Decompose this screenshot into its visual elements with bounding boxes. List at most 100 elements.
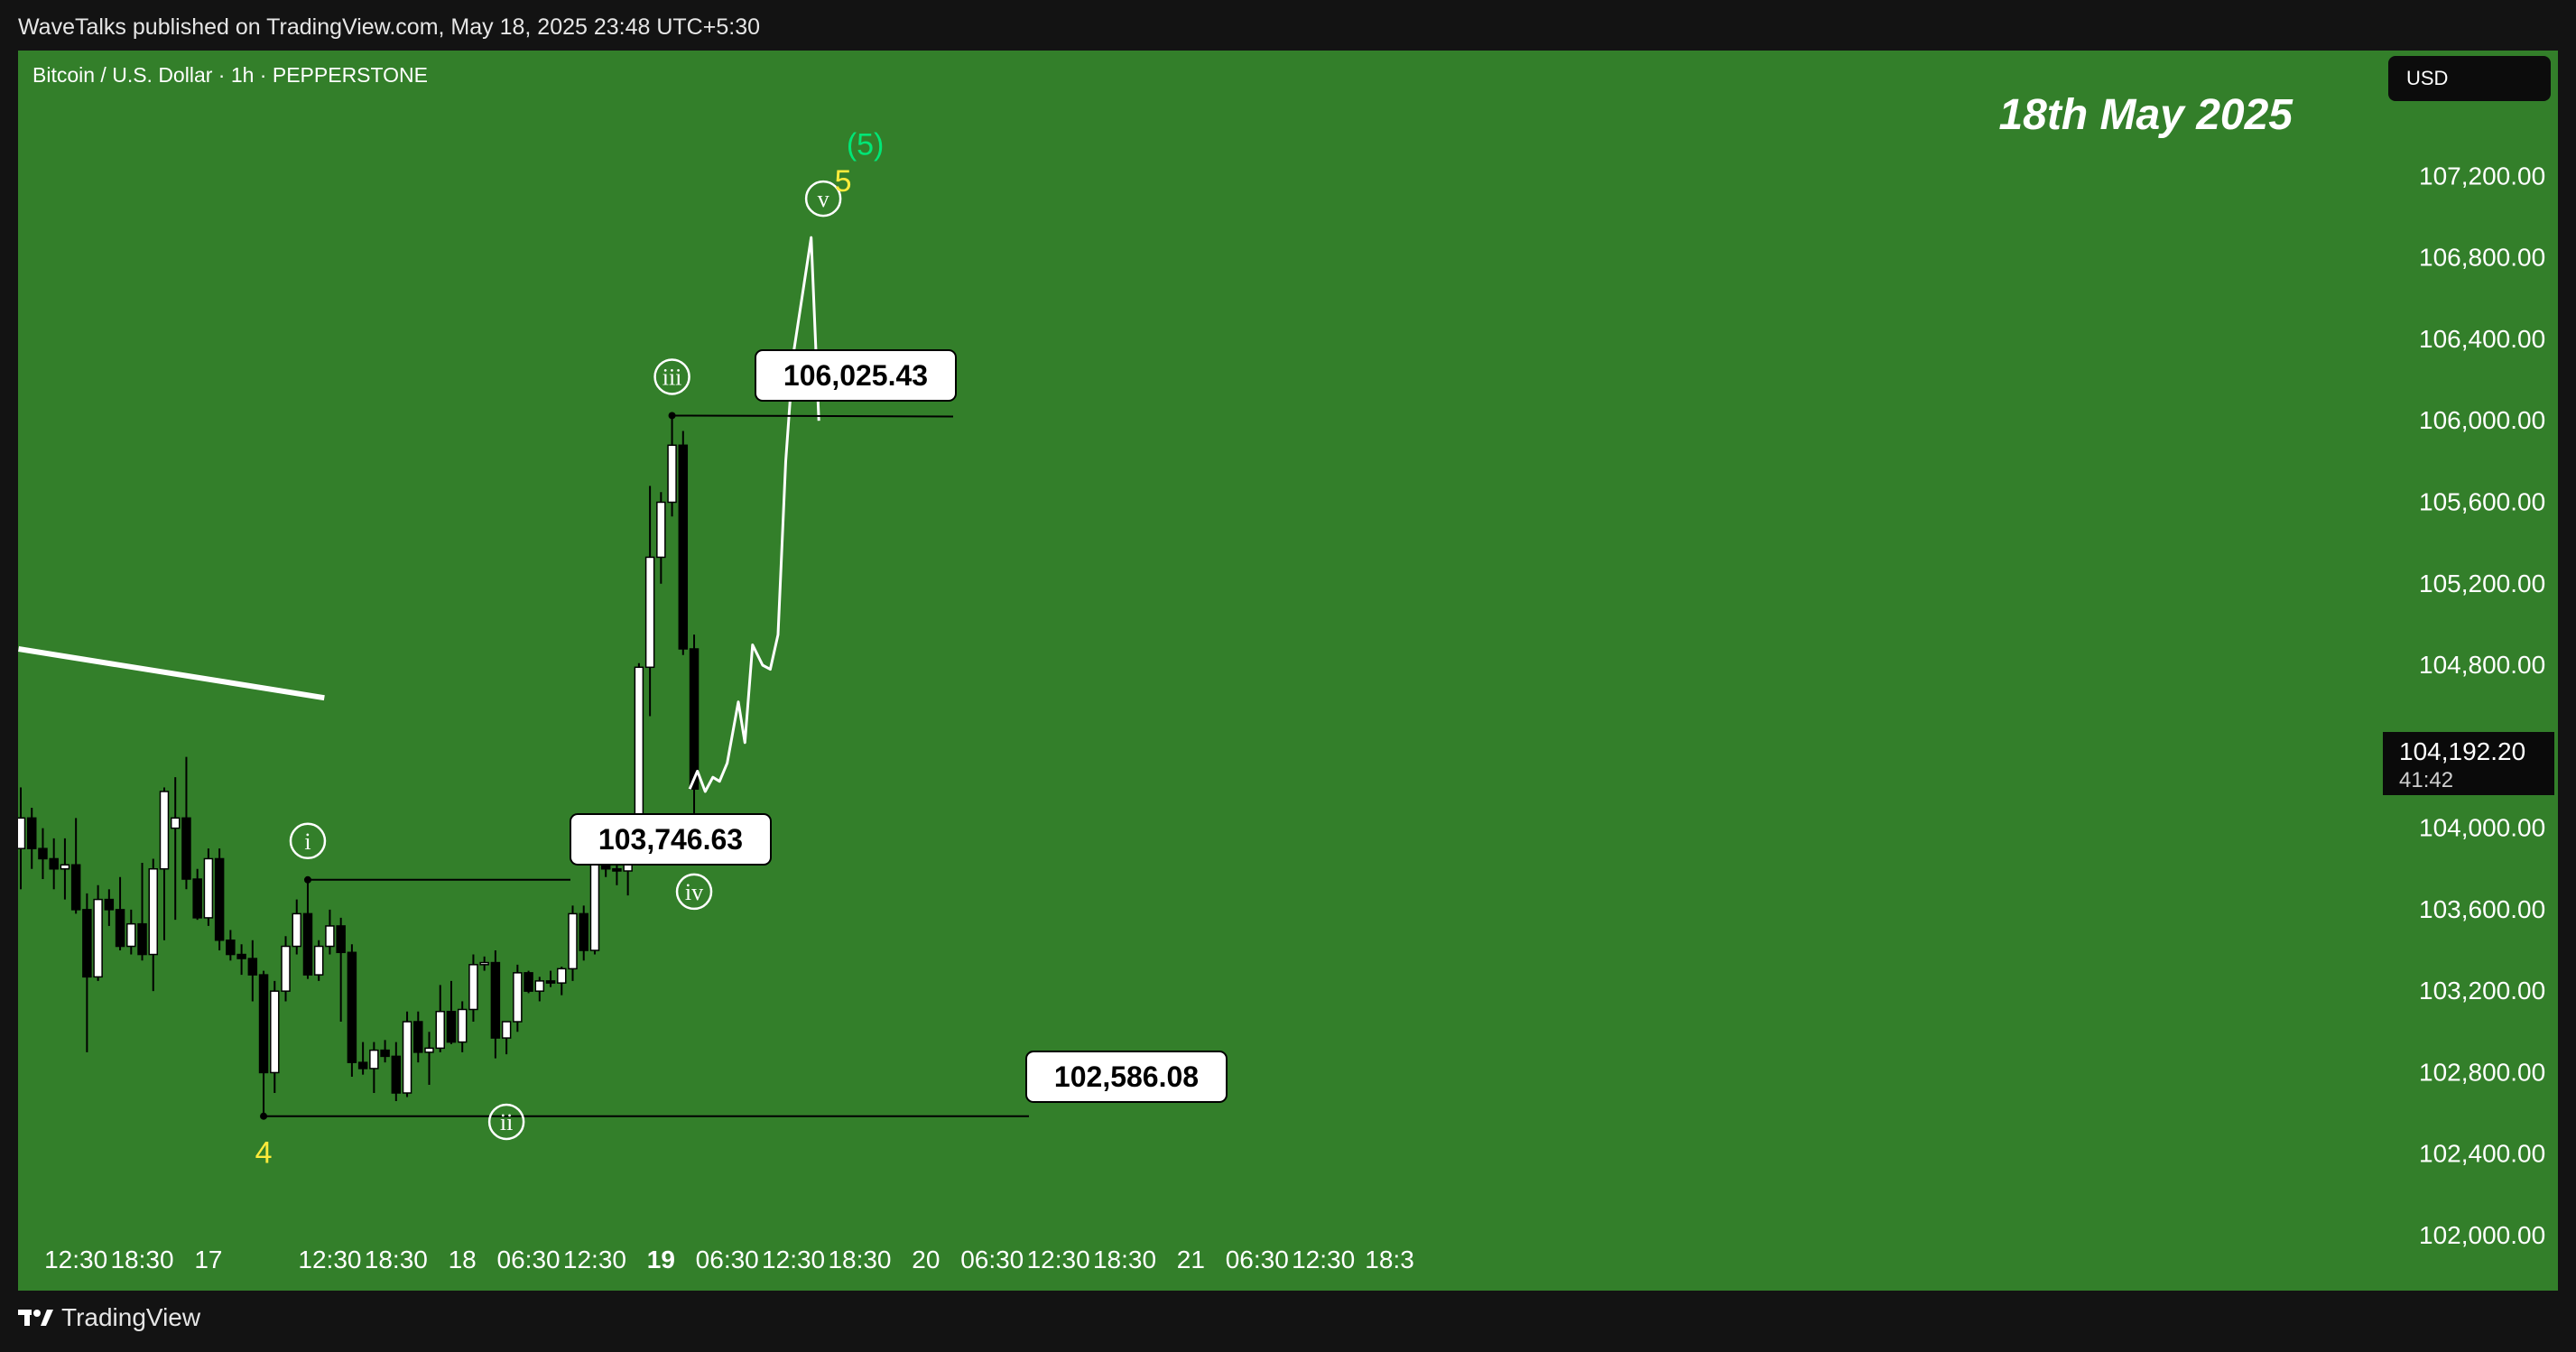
bull-candle-body — [501, 1021, 512, 1039]
candle — [302, 879, 313, 979]
candle — [325, 909, 335, 955]
bear-candle-body — [82, 909, 92, 978]
candle — [424, 1032, 434, 1085]
candle — [457, 1001, 468, 1052]
bull-candle-body — [60, 864, 70, 870]
bull-candle-body — [313, 945, 324, 976]
bull-candle-body — [457, 1008, 468, 1043]
x-tick-label: 17 — [194, 1246, 222, 1273]
bear-candle-body — [214, 857, 225, 941]
bull-candle-body — [424, 1047, 434, 1053]
candle — [579, 905, 588, 961]
bull-candle-body — [93, 898, 103, 978]
bull-candle-body — [667, 444, 677, 504]
level-point-high — [668, 412, 676, 420]
date-annotation: 18th May 2025 — [1998, 91, 2293, 139]
candle — [104, 889, 115, 926]
y-tick-label: 103,200.00 — [2419, 977, 2545, 1005]
x-tick-label: 06:30 — [1226, 1246, 1289, 1273]
bull-candle-body — [534, 980, 545, 992]
chart-panel[interactable]: 107,200.00 106,800.00 106,400.00 106,000.00… — [18, 51, 2558, 1291]
level-point-low — [260, 1112, 268, 1120]
y-tick-label: 104,800.00 — [2419, 651, 2545, 679]
candle — [281, 936, 291, 1002]
publisher-bar: WaveTalks published on TradingView.com, … — [0, 0, 2576, 51]
x-tick-label: 18:3 — [1365, 1246, 1414, 1273]
x-tick-label: 18:30 — [828, 1246, 891, 1273]
level-wave-i-label: 103,746.63 — [598, 823, 743, 856]
bear-candle-body — [181, 817, 191, 880]
x-tick-label: 18:30 — [1093, 1246, 1156, 1273]
bear-candle-body — [104, 898, 115, 911]
candle — [468, 954, 478, 1023]
tradingview-logo[interactable]: TradingView — [18, 1303, 200, 1332]
x-tick-label: 21 — [1177, 1246, 1205, 1273]
level-wave-i-box — [570, 813, 772, 866]
x-tick-label: 06:30 — [696, 1246, 759, 1273]
candle — [678, 431, 689, 655]
candle — [501, 1021, 512, 1055]
y-tick-label: 105,600.00 — [2419, 487, 2545, 515]
candle — [490, 950, 501, 1059]
price-chart[interactable]: 107,200.00 106,800.00 106,400.00 106,000.00… — [18, 51, 2558, 1291]
candle — [534, 977, 545, 1002]
brand-name: TradingView — [61, 1303, 201, 1331]
y-tick-label: 106,000.00 — [2419, 406, 2545, 434]
bear-candle-body — [26, 817, 37, 849]
x-tick-label: 18 — [449, 1246, 477, 1273]
bull-candle-body — [281, 945, 291, 992]
bull-candle-body — [126, 922, 136, 948]
current-price-badge: 104,192.20 41:42 — [2383, 732, 2554, 795]
candle — [38, 828, 48, 880]
candle — [192, 868, 202, 921]
y-tick-label: 102,400.00 — [2419, 1140, 2545, 1168]
bear-candle-body — [49, 857, 59, 870]
candle — [203, 848, 214, 926]
candle — [513, 964, 523, 1033]
wave-label-iv: iv — [685, 879, 703, 905]
candle — [148, 858, 159, 992]
candle — [292, 899, 301, 955]
wave-label-iii: iii — [663, 364, 682, 390]
currency-button[interactable]: USD — [2388, 56, 2551, 101]
wave-label-(5): (5) — [847, 127, 885, 162]
bear-candle-body — [258, 974, 269, 1074]
candle — [524, 970, 533, 994]
y-tick-label: 104,000.00 — [2419, 814, 2545, 842]
candle — [159, 787, 170, 940]
bear-candle-body — [678, 444, 689, 650]
level-high-box — [755, 349, 957, 402]
wave-label-5: 5 — [835, 164, 852, 199]
level-low-label: 102,586.08 — [1054, 1060, 1199, 1093]
bear-candle-body — [612, 867, 622, 872]
bear-candle-body — [137, 922, 147, 956]
candle — [181, 756, 191, 890]
bull-candle-body — [18, 817, 26, 849]
y-tick-label: 105,200.00 — [2419, 570, 2545, 597]
projection-path — [688, 236, 820, 793]
bull-candle-body — [402, 1021, 412, 1094]
footer-bar: TradingView — [0, 1291, 2576, 1352]
candle — [170, 777, 181, 921]
bear-candle-body — [192, 878, 202, 919]
wave-label-circle — [675, 873, 713, 911]
candle — [49, 838, 59, 890]
candle — [313, 940, 324, 981]
level-low-box — [1025, 1051, 1228, 1103]
x-tick-label: 12:30 — [1027, 1246, 1090, 1273]
bull-candle-body — [292, 912, 301, 948]
bull-candle-body — [170, 817, 181, 829]
bull-candle-body — [203, 857, 214, 919]
bull-candle-body — [513, 972, 523, 1023]
bear-candle-body — [38, 847, 48, 860]
wave-label-v: v — [818, 186, 829, 212]
bear-candle-body — [380, 1049, 390, 1058]
candle — [336, 917, 346, 1023]
candle — [347, 944, 357, 1077]
bar-countdown: 41:42 — [2399, 768, 2454, 792]
bull-candle-body — [369, 1049, 379, 1070]
bear-candle-body — [413, 1021, 423, 1053]
candle — [18, 787, 26, 890]
bear-candle-body — [70, 864, 81, 911]
candle — [479, 956, 489, 971]
